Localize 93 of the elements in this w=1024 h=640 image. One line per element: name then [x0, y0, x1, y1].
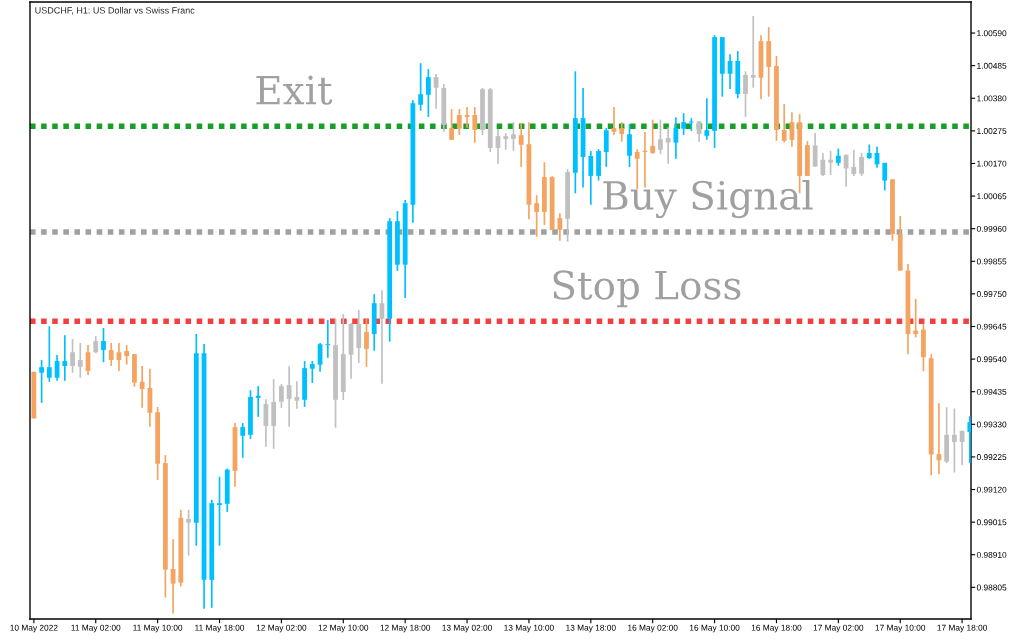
x-tick-label: 17 May 10:00: [875, 624, 926, 633]
x-tick-label: 16 May 10:00: [689, 624, 740, 633]
candlestick: [696, 120, 702, 143]
candlestick: [124, 344, 130, 366]
x-tick-label: 17 May 02:00: [813, 624, 864, 633]
x-tick-label: 12 May 10:00: [318, 624, 369, 633]
candlestick: [449, 108, 454, 141]
candlestick: [433, 73, 439, 110]
candlestick: [534, 194, 540, 238]
candlestick: [356, 309, 362, 364]
x-tick-label: 13 May 10:00: [504, 624, 554, 633]
candlestick: [518, 122, 524, 168]
y-tick-label: 0.99645: [976, 323, 1007, 330]
candlestick: [851, 148, 857, 177]
candlestick: [325, 319, 331, 359]
candlestick: [101, 327, 106, 364]
chart-title: USDCHF, H1: US Dollar vs Swiss Franc: [35, 6, 195, 15]
candlestick: [240, 422, 246, 459]
candlestick: [217, 475, 222, 547]
x-tick-label: 16 May 02:00: [628, 624, 678, 633]
candlestick: [603, 127, 609, 168]
y-tick-label: 0.99225: [976, 454, 1007, 461]
y-tick-label: 1.00065: [977, 193, 1007, 200]
candlestick: [511, 121, 516, 152]
candlestick: [820, 152, 826, 177]
candlestick: [62, 334, 68, 382]
candlestick: [77, 342, 83, 379]
candlestick: [859, 152, 864, 177]
candlestick: [139, 365, 145, 409]
x-tick-label: 13 May 18:00: [566, 624, 616, 633]
y-tick-label: 1.00380: [977, 95, 1007, 102]
x-tick-label: 17 May 18:00: [937, 624, 988, 633]
y-tick-label: 0.99750: [976, 291, 1007, 297]
candlestick: [743, 70, 748, 118]
candlestick: [503, 132, 509, 151]
candlestick: [170, 538, 176, 615]
candlestick: [294, 380, 300, 410]
y-tick-label: 0.99330: [976, 421, 1007, 428]
candlestick: [882, 162, 888, 192]
candlestick: [588, 150, 594, 206]
candlestick: [271, 378, 277, 450]
y-tick-label: 1.00485: [977, 62, 1007, 69]
candlestick: [309, 360, 315, 384]
candlestick: [286, 365, 292, 428]
candlestick: [418, 62, 424, 112]
y-tick-label: 1.00170: [977, 160, 1007, 167]
ref-line-label: Stop Loss: [553, 270, 741, 308]
x-tick-label: 11 May 10:00: [133, 624, 183, 633]
candlestick: [681, 112, 687, 136]
candlestick: [279, 383, 284, 409]
candlestick: [781, 103, 787, 144]
candlestick: [828, 149, 833, 176]
y-tick-label: 0.98805: [976, 584, 1007, 591]
candlestick: [425, 68, 431, 118]
y-tick-label: 0.99120: [976, 486, 1007, 493]
ref-line-label: Exit: [256, 75, 333, 105]
y-tick-label: 0.99960: [976, 225, 1007, 232]
y-tick-label: 0.98910: [976, 551, 1007, 558]
y-tick-label: 1.00275: [977, 128, 1007, 134]
candlestick: [665, 126, 671, 165]
candlestick: [557, 212, 563, 242]
x-tick-label: 12 May 18:00: [380, 624, 431, 633]
candlestick: [108, 342, 114, 367]
x-tick-label: 12 May 02:00: [256, 624, 307, 633]
candlestick: [704, 97, 710, 141]
ref-line-label: Buy Signal: [603, 180, 813, 219]
x-tick-label: 11 May 18:00: [195, 624, 245, 633]
candlestick: [812, 132, 818, 168]
candlestick: [650, 118, 656, 155]
x-tick-label: 10 May 2022: [10, 624, 58, 633]
candlestick: [913, 298, 919, 339]
x-tick-label: 13 May 02:00: [442, 624, 492, 633]
x-tick-label: 16 May 18:00: [751, 624, 802, 633]
y-tick-label: 0.99855: [976, 258, 1007, 265]
candlestick: [750, 15, 756, 89]
candlestick: [951, 407, 957, 474]
candlestick: [619, 121, 625, 143]
y-tick-label: 1.00590: [977, 30, 1007, 37]
y-tick-label: 0.99435: [976, 388, 1007, 395]
candlestick: [70, 338, 75, 374]
candlestick: [364, 318, 369, 368]
candlestick: [456, 108, 462, 136]
y-tick-label: 0.99015: [976, 519, 1007, 526]
candlestick: [46, 325, 52, 383]
candlestick: [186, 508, 191, 557]
candlestick: [255, 385, 261, 418]
candlestick: [627, 123, 632, 168]
y-tick-label: 0.99540: [976, 356, 1007, 363]
candlestick: [472, 106, 478, 144]
candlestick: [658, 118, 663, 155]
x-tick-label: 11 May 02:00: [71, 624, 121, 633]
candlestick: [959, 429, 965, 467]
candlestick: [39, 359, 44, 404]
